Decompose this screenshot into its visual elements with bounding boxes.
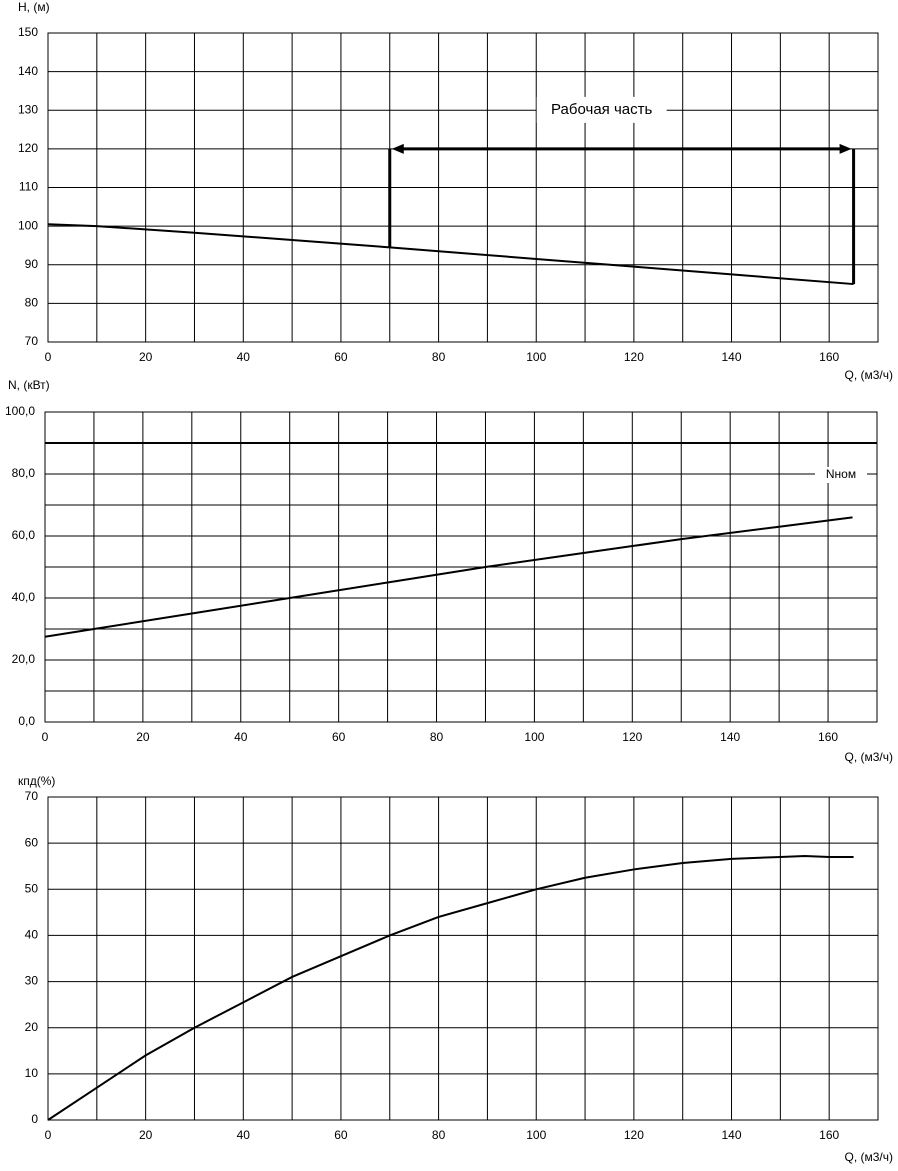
x-axis-label: Q, (м3/ч) xyxy=(844,750,893,764)
y-tick-label: 80,0 xyxy=(12,466,36,480)
x-tick-label: 100 xyxy=(526,350,546,364)
y-tick-label: 100,0 xyxy=(5,404,35,418)
x-tick-label: 40 xyxy=(234,730,248,744)
x-tick-label: 140 xyxy=(722,350,742,364)
y-tick-label: 70 xyxy=(25,789,39,803)
reference-label: Nном xyxy=(826,467,856,481)
x-tick-label: 0 xyxy=(42,730,49,744)
y-tick-label: 40 xyxy=(25,928,39,942)
y-axis-label: N, (кВт) xyxy=(8,378,50,392)
x-tick-label: 0 xyxy=(45,1128,52,1142)
x-tick-label: 60 xyxy=(334,1128,348,1142)
y-tick-label: 20 xyxy=(25,1020,39,1034)
x-tick-label: 80 xyxy=(430,730,444,744)
x-tick-label: 160 xyxy=(818,730,838,744)
x-tick-label: 160 xyxy=(819,350,839,364)
x-tick-label: 20 xyxy=(136,730,150,744)
y-tick-label: 130 xyxy=(18,102,38,116)
y-tick-label: 0,0 xyxy=(18,714,35,728)
y-tick-label: 0 xyxy=(31,1112,38,1126)
x-tick-label: 40 xyxy=(237,350,251,364)
y-tick-label: 30 xyxy=(25,974,39,988)
x-tick-label: 0 xyxy=(45,350,52,364)
x-tick-label: 120 xyxy=(624,350,644,364)
y-tick-label: 20,0 xyxy=(12,652,36,666)
data-line xyxy=(44,516,853,638)
x-tick-label: 60 xyxy=(334,350,348,364)
y-tick-label: 40,0 xyxy=(12,590,36,604)
y-tick-label: 10 xyxy=(25,1066,39,1080)
y-tick-label: 70 xyxy=(25,334,39,348)
x-tick-label: 100 xyxy=(524,730,544,744)
x-tick-label: 40 xyxy=(237,1128,251,1142)
x-tick-label: 20 xyxy=(139,350,153,364)
y-tick-label: 120 xyxy=(18,141,38,155)
x-tick-label: 60 xyxy=(332,730,346,744)
x-tick-label: 160 xyxy=(819,1128,839,1142)
data-line xyxy=(47,223,854,286)
x-axis-label: Q, (м3/ч) xyxy=(844,368,893,382)
y-tick-label: 150 xyxy=(18,25,38,39)
x-tick-label: 100 xyxy=(526,1128,546,1142)
y-tick-label: 100 xyxy=(18,218,38,232)
x-tick-label: 140 xyxy=(720,730,740,744)
plot-area xyxy=(47,796,879,1121)
y-tick-label: 60 xyxy=(25,835,39,849)
y-axis-label: кпд(%) xyxy=(18,774,55,788)
label-bg xyxy=(536,96,667,123)
y-tick-label: 60,0 xyxy=(12,528,36,542)
y-tick-label: 110 xyxy=(19,180,38,194)
x-tick-label: 120 xyxy=(624,1128,644,1142)
y-tick-label: 50 xyxy=(25,881,39,895)
x-tick-label: 20 xyxy=(139,1128,153,1142)
x-axis-label: Q, (м3/ч) xyxy=(844,1150,893,1164)
range-label: Рабочая часть xyxy=(551,101,652,118)
label-bg xyxy=(815,467,867,483)
x-tick-label: 120 xyxy=(622,730,642,744)
x-tick-label: 80 xyxy=(432,350,446,364)
y-tick-label: 80 xyxy=(25,296,39,310)
x-tick-label: 140 xyxy=(722,1128,742,1142)
y-tick-label: 140 xyxy=(18,64,38,78)
y-axis-label: H, (м) xyxy=(18,0,50,14)
x-tick-label: 80 xyxy=(432,1128,446,1142)
data-line xyxy=(47,855,854,1121)
y-tick-label: 90 xyxy=(25,257,39,271)
